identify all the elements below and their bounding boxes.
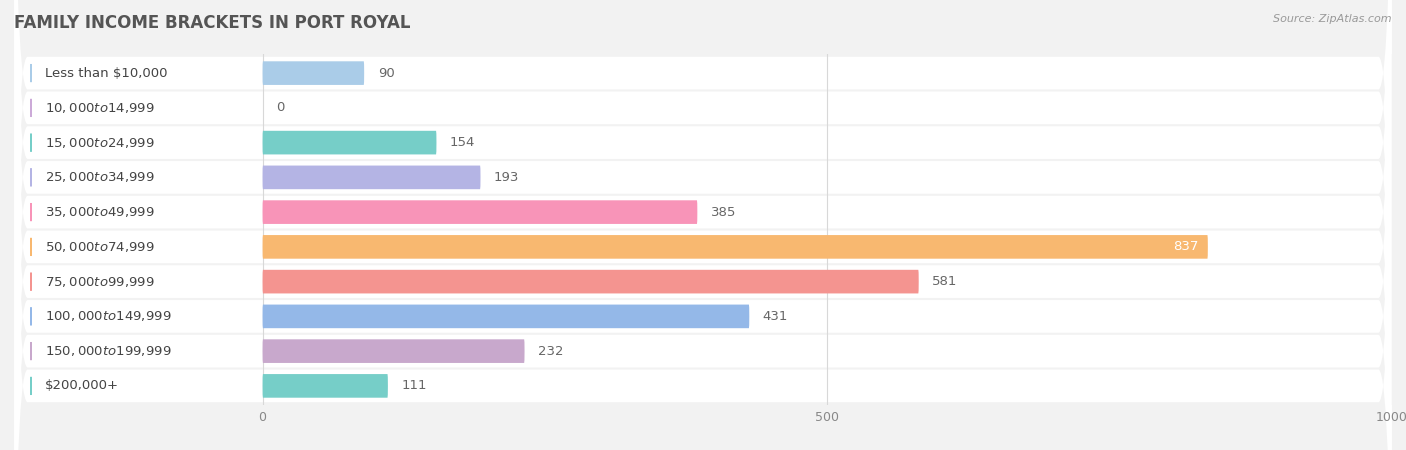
Text: Source: ZipAtlas.com: Source: ZipAtlas.com xyxy=(1274,14,1392,23)
FancyBboxPatch shape xyxy=(14,0,1392,450)
FancyBboxPatch shape xyxy=(263,339,524,363)
FancyBboxPatch shape xyxy=(14,0,1392,450)
FancyBboxPatch shape xyxy=(14,0,1392,450)
Text: 90: 90 xyxy=(378,67,395,80)
Text: $150,000 to $199,999: $150,000 to $199,999 xyxy=(45,344,172,358)
Text: $75,000 to $99,999: $75,000 to $99,999 xyxy=(45,274,155,288)
FancyBboxPatch shape xyxy=(14,0,1392,450)
Text: $15,000 to $24,999: $15,000 to $24,999 xyxy=(45,135,155,149)
FancyBboxPatch shape xyxy=(14,0,1392,450)
Text: FAMILY INCOME BRACKETS IN PORT ROYAL: FAMILY INCOME BRACKETS IN PORT ROYAL xyxy=(14,14,411,32)
Text: 193: 193 xyxy=(494,171,519,184)
FancyBboxPatch shape xyxy=(263,270,918,293)
Text: $25,000 to $34,999: $25,000 to $34,999 xyxy=(45,171,155,184)
FancyBboxPatch shape xyxy=(14,0,1392,450)
FancyBboxPatch shape xyxy=(263,305,749,328)
FancyBboxPatch shape xyxy=(263,131,436,154)
Text: $200,000+: $200,000+ xyxy=(45,379,118,392)
FancyBboxPatch shape xyxy=(263,235,1208,259)
Text: $35,000 to $49,999: $35,000 to $49,999 xyxy=(45,205,155,219)
FancyBboxPatch shape xyxy=(263,166,481,189)
Text: $100,000 to $149,999: $100,000 to $149,999 xyxy=(45,310,172,324)
Text: 0: 0 xyxy=(276,101,284,114)
Text: 431: 431 xyxy=(763,310,789,323)
Text: 154: 154 xyxy=(450,136,475,149)
Text: 385: 385 xyxy=(711,206,737,219)
FancyBboxPatch shape xyxy=(14,0,1392,450)
FancyBboxPatch shape xyxy=(263,61,364,85)
Text: Less than $10,000: Less than $10,000 xyxy=(45,67,167,80)
Text: $10,000 to $14,999: $10,000 to $14,999 xyxy=(45,101,155,115)
Text: $50,000 to $74,999: $50,000 to $74,999 xyxy=(45,240,155,254)
Text: 111: 111 xyxy=(402,379,427,392)
FancyBboxPatch shape xyxy=(263,374,388,398)
FancyBboxPatch shape xyxy=(14,0,1392,450)
FancyBboxPatch shape xyxy=(263,200,697,224)
FancyBboxPatch shape xyxy=(14,0,1392,450)
Text: 232: 232 xyxy=(538,345,564,358)
Text: 581: 581 xyxy=(932,275,957,288)
FancyBboxPatch shape xyxy=(14,0,1392,450)
Text: 837: 837 xyxy=(1174,240,1199,253)
